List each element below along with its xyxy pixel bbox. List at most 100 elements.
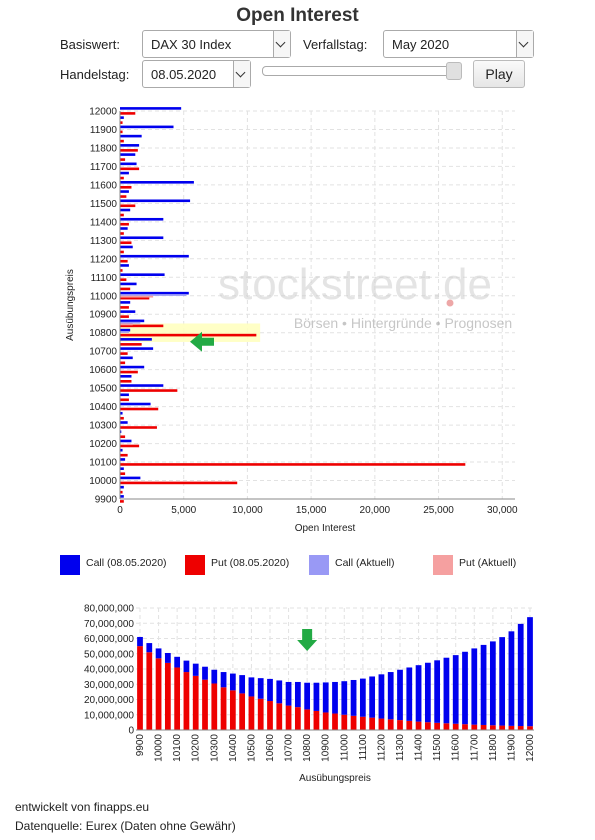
x-tick-label: 10400 [228,734,239,762]
slider-handle[interactable] [446,62,462,80]
put-bar [120,500,124,503]
put-bar [120,259,128,263]
y-tick-label: 10000 [89,476,117,487]
put-bar [120,333,257,337]
y-tick-label: 11100 [91,273,118,284]
put-bar [120,352,128,355]
credit-text[interactable]: entwickelt von finapps.eu [15,800,150,814]
put-bar [517,726,524,730]
call-bar [120,328,131,332]
put-bar [387,719,394,730]
verfallstag-select[interactable]: May 2020 [383,30,534,58]
legend-call[interactable]: Call (08.05.2020) [86,557,167,569]
put-bar [137,646,143,730]
arrow-down-icon [297,629,318,651]
put-bar [424,722,431,730]
put-bar [120,213,124,217]
y-tick-label: 80,000,000 [84,604,134,615]
y-tick-label: 20,000,000 [84,695,134,706]
x-tick-label: 10200 [191,734,202,762]
call-bar [462,651,468,725]
call-bar [120,254,189,258]
call-bar [120,171,129,175]
call-bar [313,682,320,711]
call-bar [239,675,246,694]
play-button[interactable]: Play [473,60,525,88]
legend-call-aktuell[interactable]: Call (Aktuell) [335,557,395,569]
legend-put-aktuell[interactable]: Put (Aktuell) [459,557,517,569]
put-bar [350,715,357,730]
call-bar [120,439,132,443]
x-tick-label: 11000 [339,734,350,762]
put-bar [120,121,123,124]
put-bar [120,435,126,439]
call-bar [434,660,441,723]
put-bar [120,296,150,300]
call-bar [120,236,164,240]
put-bar [378,718,385,730]
x-tick-label: 20,000 [360,505,391,516]
y-tick-label: 11400 [90,217,118,228]
call-bar [120,245,133,249]
put-bar [239,693,246,730]
x-tick-label: 11900 [506,734,517,762]
call-bar [517,623,524,727]
call-bar [120,375,132,378]
x-tick-label: 9900 [135,734,146,757]
x-tick-label: 12000 [525,734,536,762]
call-bar [120,319,145,323]
legend-put[interactable]: Put (08.05.2020) [211,557,290,569]
put-bar [120,407,159,411]
put-bar [220,687,227,730]
y-tick-label: 40,000,000 [84,665,134,676]
put-bar [120,130,123,134]
put-bar [489,725,496,730]
put-bar [183,672,190,730]
call-bar [452,655,459,724]
put-bar [443,723,450,730]
put-bar [120,186,132,189]
x-tick-label: 11800 [488,734,499,762]
x-tick-label: 11500 [432,734,443,762]
y-tick-label: 10100 [89,458,117,469]
y-tick-label: 11000 [90,291,118,302]
handelstag-select[interactable]: 08.05.2020 [142,60,251,88]
call-bar [120,162,137,166]
put-bar [146,652,153,730]
put-bar [120,324,164,328]
put-bar [294,707,301,730]
y-tick-label: 11700 [90,162,118,173]
put-bar [452,723,459,730]
put-bar [120,250,124,254]
call-bar [267,678,273,702]
put-bar [120,232,124,235]
call-bar [183,660,190,673]
put-bar [120,398,129,402]
put-bar [369,717,376,730]
call-bar [211,669,218,684]
y-tick-label: 11800 [90,143,118,154]
put-bar [120,269,123,272]
call-bar [120,227,128,230]
call-bar [120,365,145,369]
call-bar [350,679,357,716]
put-bar [120,112,136,115]
basiswert-select[interactable]: DAX 30 Index [142,30,291,58]
call-bar [120,347,154,350]
y-tick-label: 10900 [89,310,117,321]
put-bar [155,658,162,730]
y-tick-label: 60,000,000 [84,634,134,645]
put-bar [120,453,128,457]
date-slider[interactable] [262,66,462,76]
x-tick-label: 5,000 [171,505,196,516]
put-bar [120,463,466,466]
highlight-rect [120,323,261,342]
call-bar [276,680,283,704]
y-tick-label: 10600 [89,365,117,376]
arrow-left-icon [190,331,214,352]
put-bar [120,287,131,291]
x-tick-label: 10800 [302,734,313,762]
put-bar [120,472,126,475]
put-aktuell-bar [120,295,154,298]
x-tick-label: 25,000 [423,505,454,516]
